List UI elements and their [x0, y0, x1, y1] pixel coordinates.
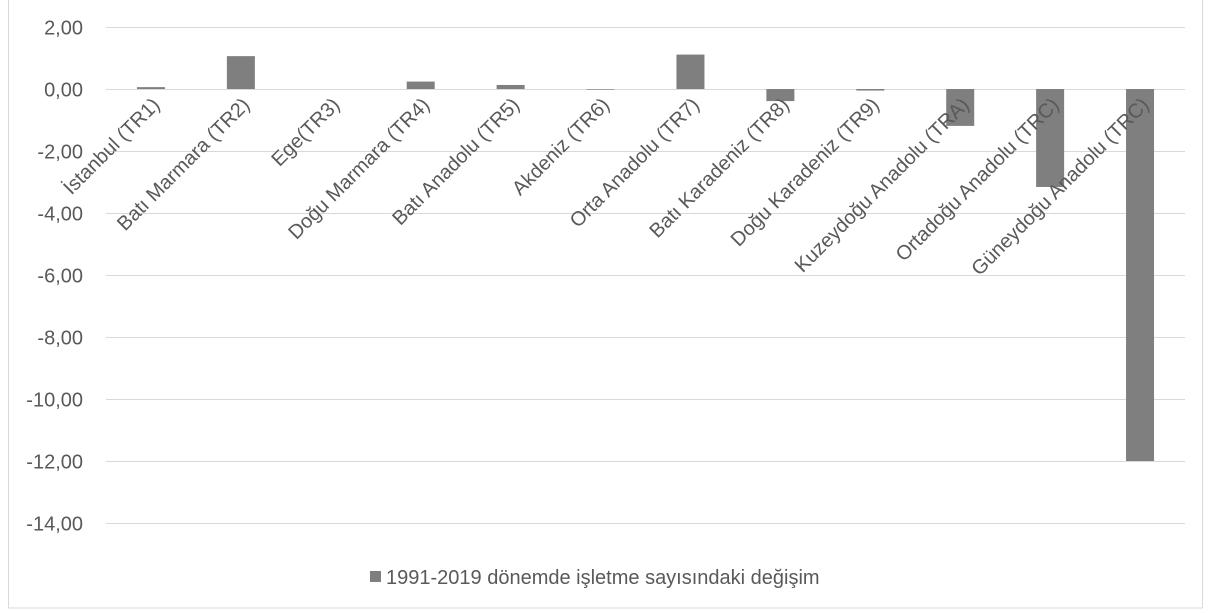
chart-border — [8, 0, 1203, 609]
bar-4 — [406, 81, 435, 89]
bar-2 — [226, 56, 255, 89]
y-tick-label: -6,00 — [37, 266, 83, 288]
y-tick-label: -12,00 — [26, 452, 83, 474]
legend: 1991-2019 dönemde işletme sayısındaki de… — [370, 567, 820, 589]
y-tick-label: -8,00 — [37, 328, 83, 350]
bar-5 — [496, 84, 525, 89]
bar-6 — [586, 89, 615, 90]
bar-1 — [136, 87, 165, 89]
bar-9 — [856, 89, 885, 91]
y-tick-label: 0,00 — [44, 80, 83, 102]
y-tick-label: -4,00 — [37, 204, 83, 226]
y-axis-labels: 2,00 0,00 -2,00 -4,00 -6,00 -8,00 -10,00 -12,00… — [26, 18, 83, 536]
bar-11 — [1036, 89, 1065, 187]
gridlines — [106, 27, 1185, 524]
y-tick-label: 2,00 — [44, 18, 83, 40]
bar-10 — [946, 89, 975, 126]
y-tick-label: -14,00 — [26, 514, 83, 536]
bars — [136, 54, 1155, 461]
bar-7 — [676, 54, 705, 89]
y-tick-label: -10,00 — [26, 390, 83, 412]
y-tick-label: -2,00 — [37, 142, 83, 164]
bar-12 — [1126, 89, 1155, 461]
bar-8 — [766, 89, 795, 102]
legend-label: 1991-2019 dönemde işletme sayısındaki de… — [386, 567, 820, 589]
legend-marker — [370, 571, 381, 582]
